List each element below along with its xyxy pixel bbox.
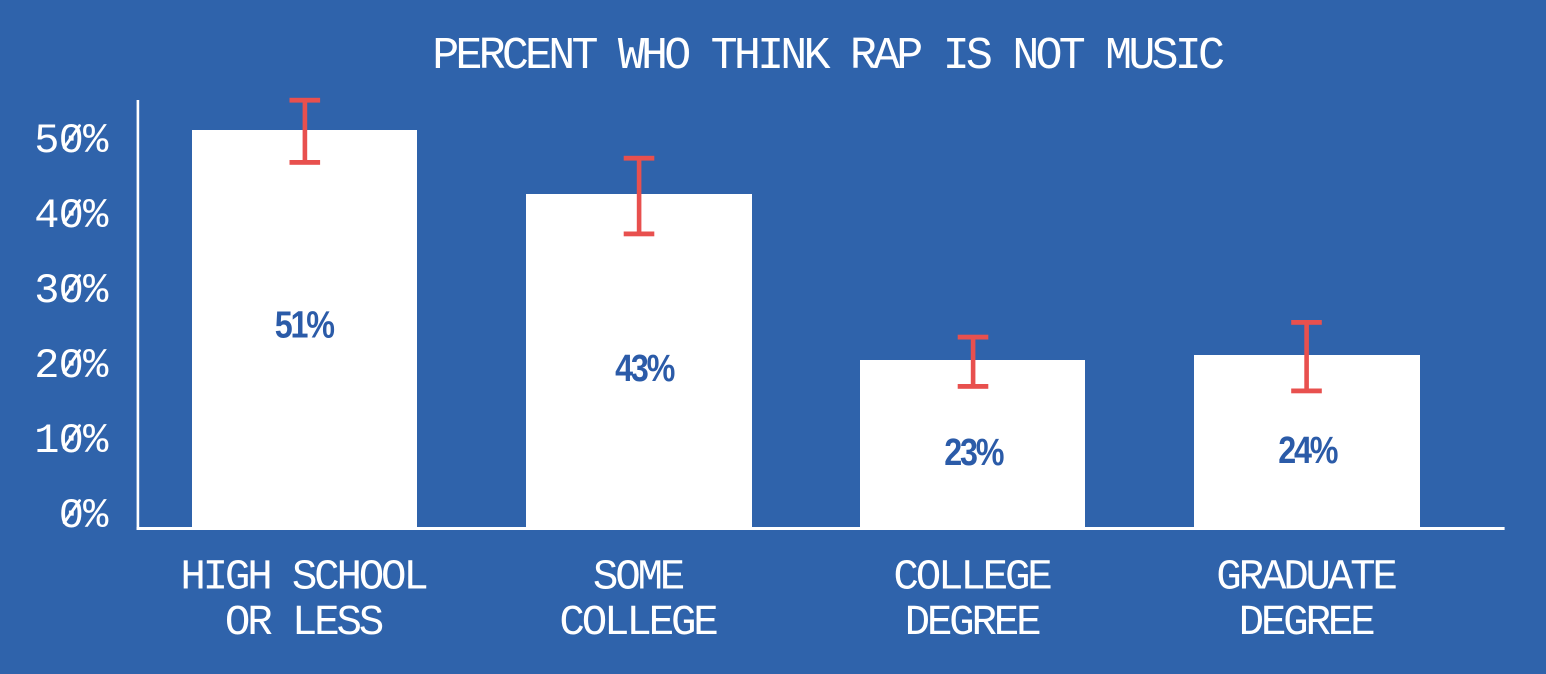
svg-text:51%: 51% [275, 304, 335, 346]
svg-text:COLLEGE: COLLEGE [893, 553, 1051, 601]
svg-text:HIGH SCHOOL: HIGH SCHOOL [180, 553, 426, 601]
svg-text:20%: 20% [34, 342, 109, 390]
svg-text:23%: 23% [944, 432, 1004, 474]
svg-text:10%: 10% [34, 417, 109, 465]
svg-text:PERCENT WHO THINK RAP IS NOT M: PERCENT WHO THINK RAP IS NOT MUSIC [432, 31, 1224, 82]
svg-text:50%: 50% [34, 117, 109, 165]
svg-text:GRADUATE: GRADUATE [1216, 553, 1396, 601]
svg-text:40%: 40% [34, 192, 109, 240]
svg-text:DEGREE: DEGREE [905, 599, 1041, 647]
svg-text:OR LESS: OR LESS [225, 599, 383, 647]
svg-text:DEGREE: DEGREE [1239, 599, 1375, 647]
svg-text:30%: 30% [34, 267, 109, 315]
svg-text:24%: 24% [1278, 430, 1338, 472]
svg-text:COLLEGE: COLLEGE [559, 599, 717, 647]
svg-text:43%: 43% [615, 347, 675, 389]
svg-text:0%: 0% [59, 492, 109, 540]
svg-text:SOME: SOME [593, 553, 684, 601]
